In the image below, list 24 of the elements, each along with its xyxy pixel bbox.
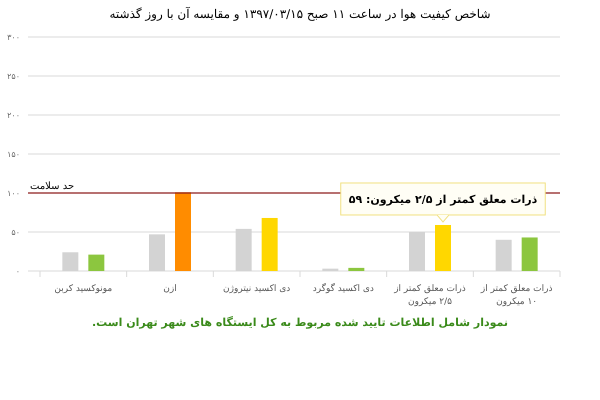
x-tick-label: ازن [163, 284, 177, 294]
annotation: ذرات معلق کمتر از ۲/۵ میکرون: ۵۹ [348, 192, 538, 206]
y-tick-label: ۱۰۰ [7, 189, 20, 198]
x-tick-label: مونوکسید کربن [54, 284, 112, 294]
tooltip: ذرات معلق کمتر از ۲/۵ میکرون: ۵۹ [340, 182, 546, 223]
y-tick-label: ۲۰۰ [7, 111, 20, 120]
x-tick-label: ذرات معلق کمتر از ۲/۵ میکرون [393, 284, 466, 307]
ref-line-label: حد سلامت [30, 181, 74, 192]
y-tick-label: ۰ [16, 267, 20, 276]
y-tick-label: ۵۰ [11, 228, 20, 237]
y-tick-label: ۳۰۰ [7, 33, 20, 42]
chart-title: شاخص کیفیت هوا در ساعت ۱۱ صبح ۱۳۹۷/۰۳/۱۵ و مقایسه آن با روز گذشته [109, 6, 491, 21]
x-tick-label: دی اکسید گوگرد [312, 282, 374, 294]
bar [522, 237, 538, 271]
bar [175, 192, 191, 271]
y-tick-label: ۱۵۰ [7, 150, 20, 159]
bar [435, 224, 451, 271]
bar [348, 268, 364, 271]
bar [88, 254, 104, 271]
x-tick-label: ذرات معلق کمتر از ۱۰ میکرون [480, 284, 552, 307]
x-tick-label: دی اکسید نیتروژن [223, 284, 290, 294]
y-tick-label: ۲۵۰ [7, 72, 20, 81]
text: نمودار شامل اطلاعات تایید شده مربوط به کل ایستگاه های شهر تهران است. [92, 316, 508, 329]
bar [262, 218, 278, 271]
